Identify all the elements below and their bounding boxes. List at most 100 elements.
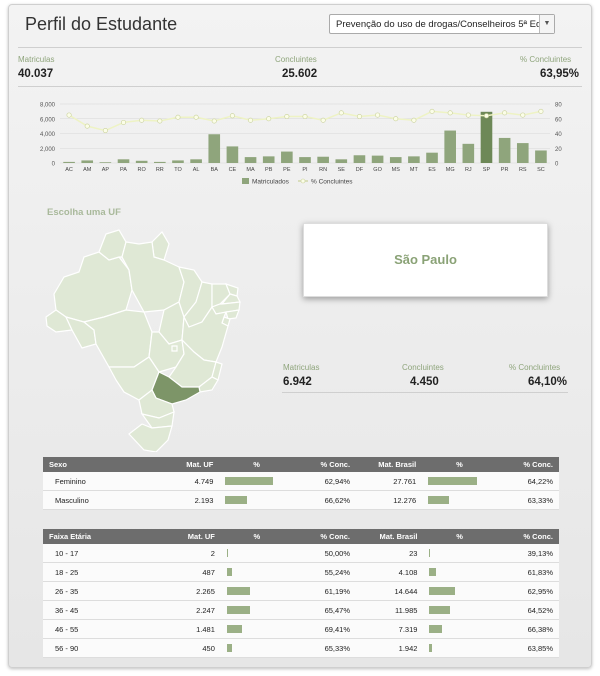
x-tick-label: TO <box>174 167 182 173</box>
state-sc[interactable] <box>140 411 175 429</box>
line-point <box>356 114 362 120</box>
line-point <box>338 110 344 116</box>
divider <box>282 392 568 393</box>
line-point <box>447 110 453 116</box>
state-pa[interactable] <box>121 241 185 313</box>
line-point <box>520 112 526 118</box>
table-header-row: Sexo Mat. UF % % Conc. Mat. Brasil % % C… <box>43 457 559 472</box>
chart-bar <box>154 161 166 163</box>
mat-uf-cell: 2 <box>153 544 221 563</box>
x-tick-label: PE <box>283 167 291 173</box>
chevron-down-icon[interactable]: ▼ <box>539 15 554 33</box>
y-tick-right: 20 <box>555 147 562 153</box>
faixa-etaria-table: Faixa Etária Mat. UF % % Conc. Mat. Bras… <box>43 529 559 658</box>
legend-swatch-bars <box>242 178 249 184</box>
pct-br-bar <box>422 472 497 491</box>
course-select-value: Prevenção do uso de drogas/Conselheiros … <box>336 19 544 30</box>
line-point <box>302 114 308 120</box>
table-row: 56 - 90 450 65,33% 1.942 63,85% <box>43 638 559 658</box>
uf-matriculas-label: Matriculas <box>283 363 320 372</box>
col-header: % <box>219 457 294 472</box>
pct-br-bar <box>423 619 496 639</box>
mat-br-cell: 4.108 <box>356 562 424 582</box>
divider <box>18 47 582 48</box>
x-tick-label: RN <box>319 167 327 173</box>
percentage-bar <box>428 477 478 485</box>
line-point <box>66 112 72 118</box>
mat-uf-cell: 450 <box>153 638 221 658</box>
sexo-table: Sexo Mat. UF % % Conc. Mat. Brasil % % C… <box>43 457 559 510</box>
x-tick-label: RO <box>138 167 147 173</box>
table-row: 10 - 17 2 50,00% 23 39,13% <box>43 544 559 563</box>
table-header-row: Faixa Etária Mat. UF % % Conc. Mat. Bras… <box>43 529 559 544</box>
state-rs[interactable] <box>128 423 173 452</box>
percentage-bar <box>226 549 228 557</box>
x-tick-label: AL <box>193 167 200 173</box>
chart-bar <box>244 157 257 163</box>
mat-br-cell: 14.644 <box>356 581 424 601</box>
x-tick-label: RR <box>156 167 164 173</box>
conc-br-cell: 64,22% <box>496 472 559 491</box>
line-point <box>320 117 326 123</box>
x-tick-label: PA <box>120 167 127 173</box>
conc-uf-cell: 69,41% <box>292 619 357 639</box>
pct-br-bar <box>423 600 496 620</box>
col-header: % Conc. <box>496 457 559 472</box>
state-df[interactable] <box>171 345 178 352</box>
percentage-bar <box>429 549 431 557</box>
chart-bar <box>444 130 456 163</box>
x-tick-label: AP <box>102 167 110 173</box>
x-tick-label: PR <box>501 167 509 173</box>
y-tick-left: 8,000 <box>40 103 56 109</box>
col-header: Mat. UF <box>153 529 221 544</box>
chart-bar <box>516 143 529 163</box>
percentage-bar <box>225 496 248 504</box>
pct-uf-bar <box>220 619 293 639</box>
chart-bar <box>262 156 275 163</box>
pct-br-bar <box>423 544 496 563</box>
state-ce[interactable] <box>211 283 231 308</box>
legend-label: % Concluintes <box>311 179 353 186</box>
mat-uf-cell: 2.265 <box>153 581 221 601</box>
row-label: 56 - 90 <box>43 638 154 658</box>
brazil-map[interactable] <box>44 222 244 452</box>
state-ap[interactable] <box>151 231 170 261</box>
x-tick-label: SC <box>537 167 545 173</box>
percentage-bar <box>429 606 451 614</box>
y-tick-right: 0 <box>555 162 559 168</box>
x-tick-label: AC <box>65 167 73 173</box>
chart-bar <box>281 151 293 163</box>
y-tick-right: 40 <box>555 132 562 138</box>
uf-pct-value: 64,10% <box>528 376 568 388</box>
chart-bar <box>426 152 438 163</box>
y-tick-right: 60 <box>555 117 562 123</box>
pct-uf-bar <box>220 544 293 563</box>
chart-bar <box>190 159 202 163</box>
col-header: Mat. Brasil <box>356 457 423 472</box>
course-select[interactable]: Prevenção do uso de drogas/Conselheiros … <box>329 14 555 34</box>
line-point <box>102 128 108 134</box>
mat-uf-cell: 4.749 <box>153 472 220 491</box>
col-header: % <box>220 529 293 544</box>
line-point <box>266 116 272 122</box>
table-row: Feminino 4.749 62,94% 27.761 64,22% <box>43 472 559 491</box>
x-tick-label: GO <box>373 167 382 173</box>
mat-uf-cell: 2.193 <box>153 490 220 510</box>
row-label: 18 - 25 <box>43 562 154 582</box>
chart-bar <box>389 157 402 163</box>
chart-bar <box>63 161 75 163</box>
pct-br-bar <box>423 638 496 658</box>
uf-concluintes-label: Concluintes <box>402 363 444 372</box>
chart-bar <box>498 137 511 163</box>
percentage-bar <box>429 568 437 576</box>
row-label: 46 - 55 <box>43 619 154 639</box>
line-point <box>229 113 235 119</box>
chart-bar <box>408 156 420 163</box>
line-point <box>411 117 417 123</box>
pct-uf-bar <box>219 472 294 491</box>
chart-bar <box>462 143 475 163</box>
state-al[interactable] <box>225 309 240 320</box>
legend-swatch-point <box>300 178 306 184</box>
col-header: % <box>422 457 497 472</box>
pct-uf-bar <box>220 638 293 658</box>
